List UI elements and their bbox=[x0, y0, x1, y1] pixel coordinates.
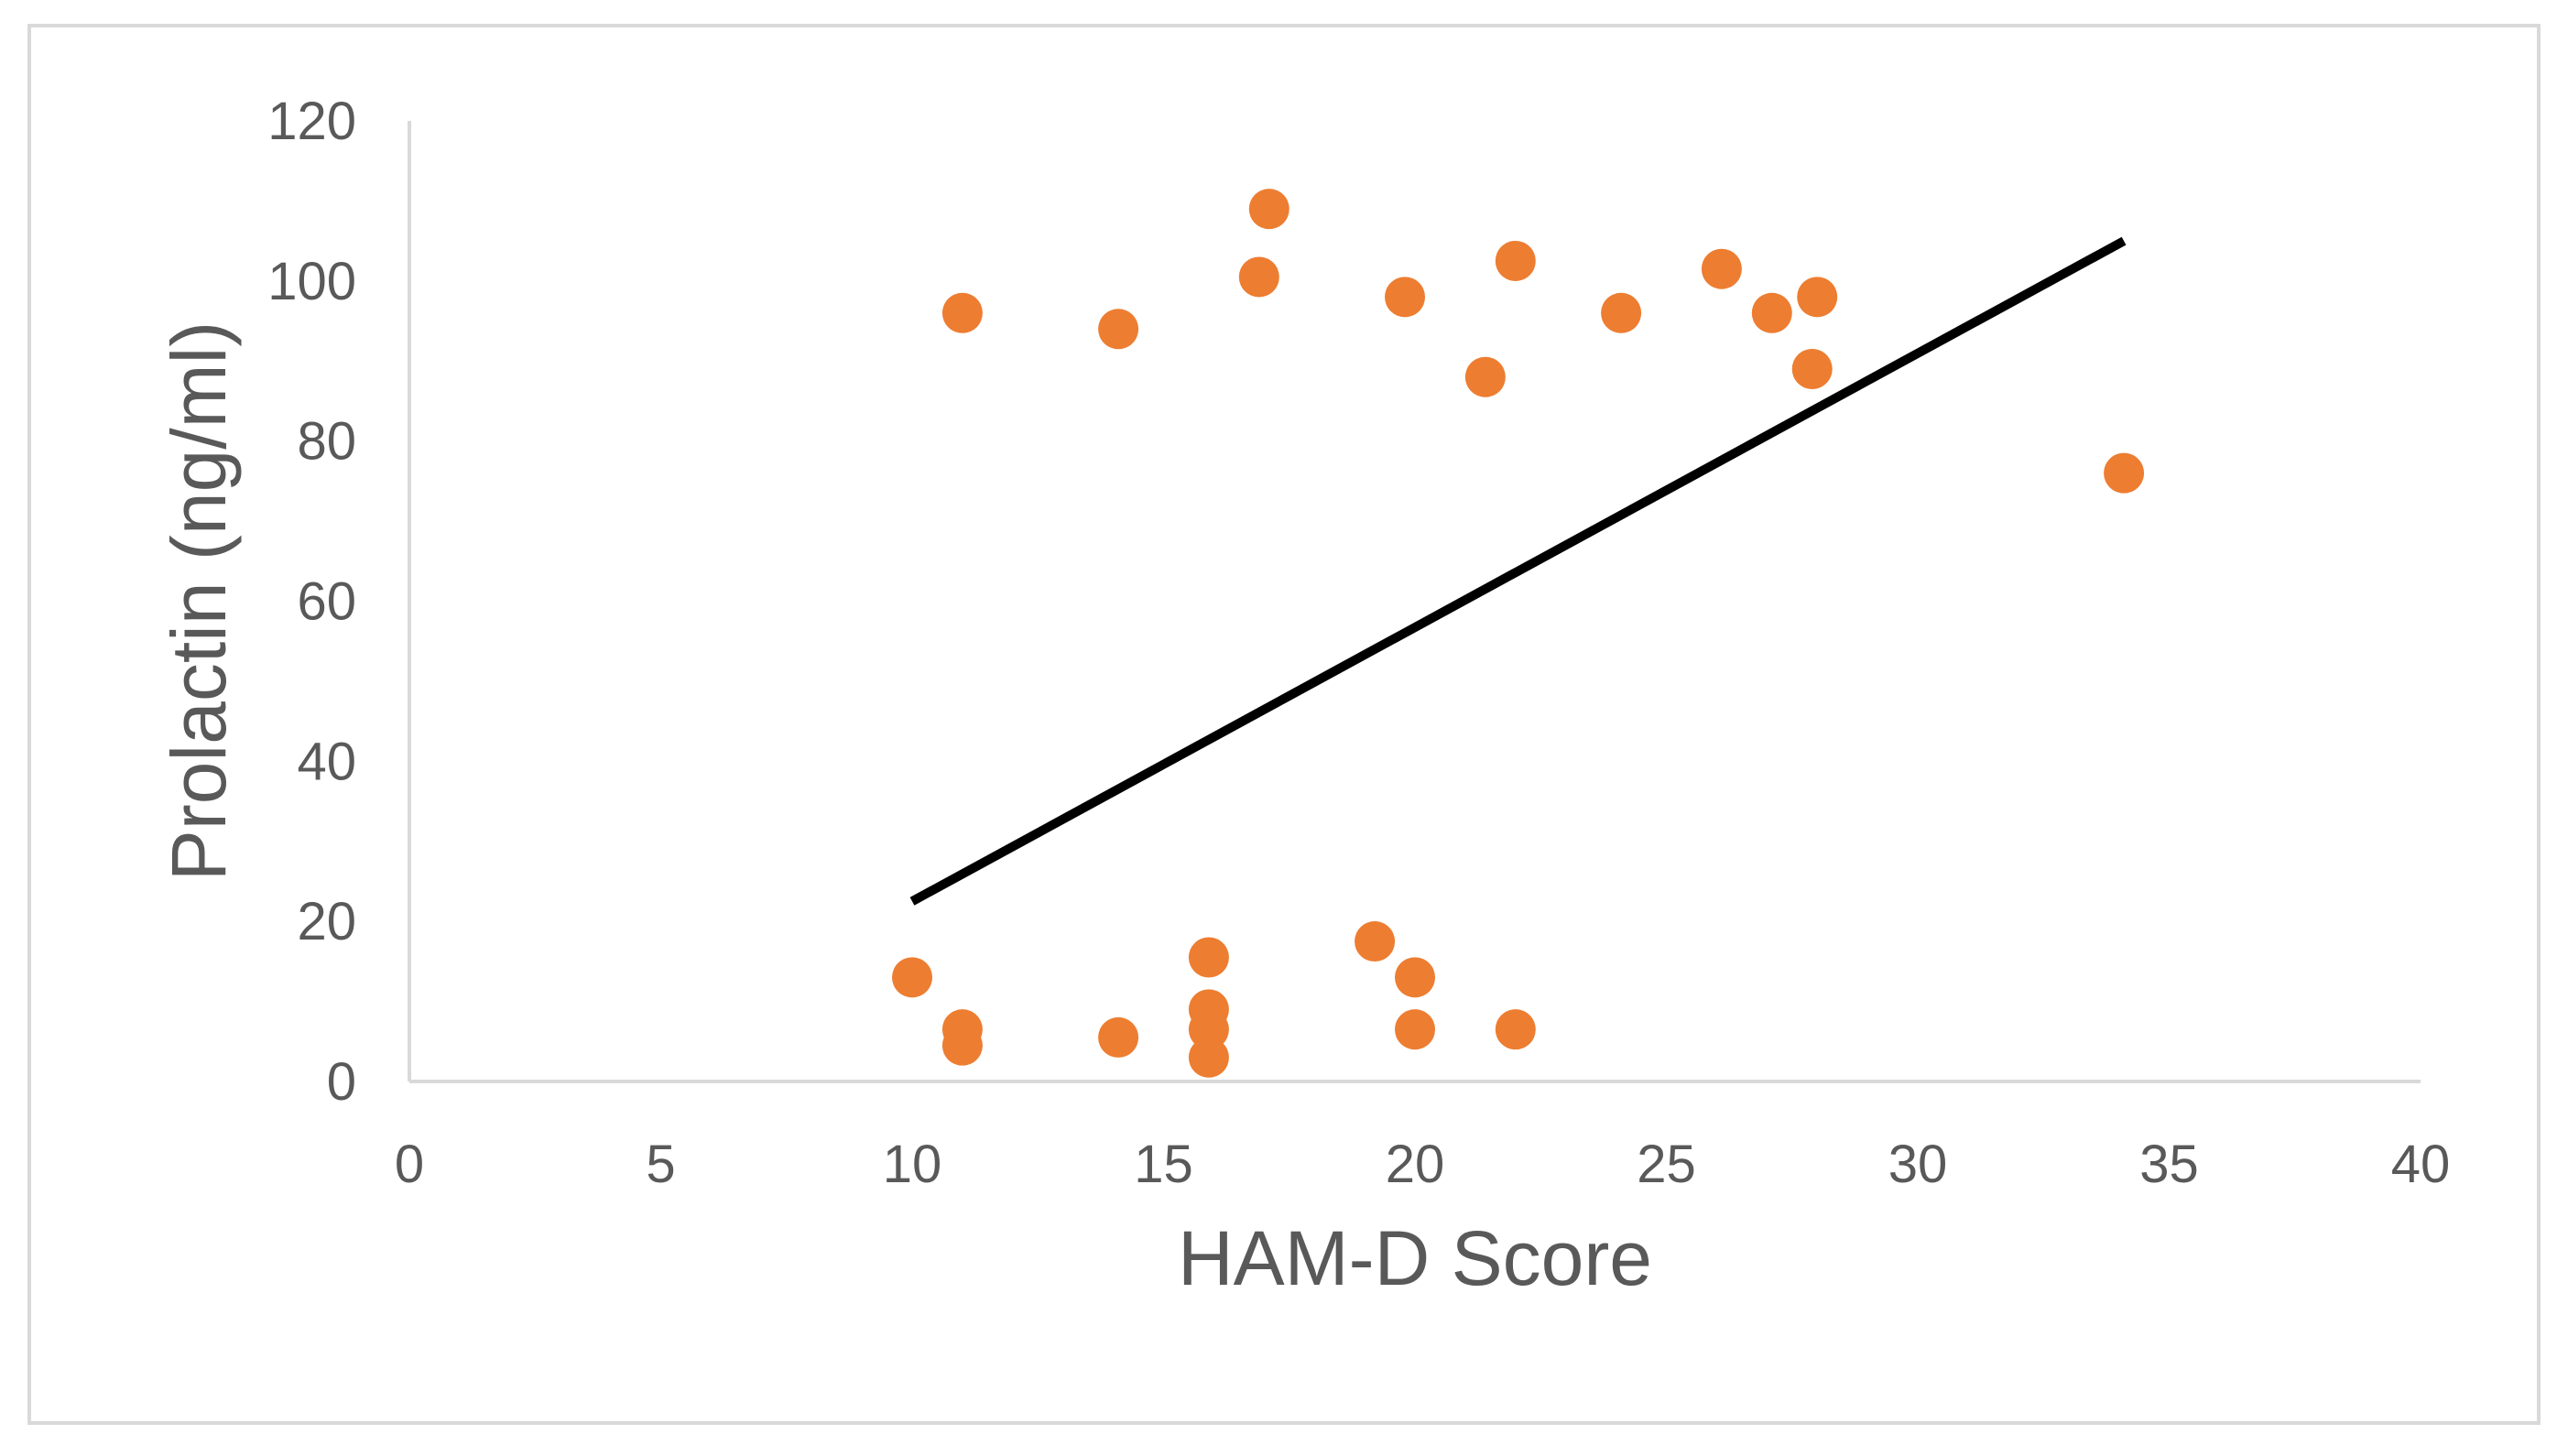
x-tick-label: 0 bbox=[395, 1135, 424, 1194]
x-tick-label: 15 bbox=[1134, 1135, 1193, 1194]
x-tick-label: 40 bbox=[2391, 1135, 2451, 1194]
x-tick-label: 20 bbox=[1386, 1135, 1445, 1194]
y-tick-label: 60 bbox=[297, 572, 356, 632]
x-tick-label: 25 bbox=[1637, 1135, 1696, 1194]
axes bbox=[408, 121, 2421, 1083]
data-point bbox=[941, 292, 983, 333]
x-tick-label: 35 bbox=[2139, 1135, 2199, 1194]
data-point bbox=[1355, 921, 1396, 962]
y-tick-label: 120 bbox=[267, 92, 356, 151]
data-point bbox=[1395, 1009, 1435, 1050]
trendline-layer bbox=[909, 236, 2127, 906]
x-tick-label: 10 bbox=[883, 1135, 942, 1194]
x-axis-title: HAM-D Score bbox=[1178, 1215, 1652, 1301]
scatter-chart: 0 5 10 15 20 25 30 35 40 0 20 40 60 80 100 120 HAM-D Sc… bbox=[156, 92, 2450, 1301]
data-point bbox=[1188, 1009, 1229, 1050]
y-axis-title: Prolactin (ng/ml) bbox=[156, 321, 242, 882]
data-point bbox=[1495, 1009, 1536, 1050]
data-point bbox=[1098, 1016, 1139, 1058]
y-tick-label: 80 bbox=[297, 412, 356, 472]
y-tick-label: 20 bbox=[297, 892, 356, 951]
data-point bbox=[1601, 292, 1642, 333]
y-tick-label: 100 bbox=[267, 252, 356, 311]
trendline bbox=[909, 236, 2127, 906]
data-point bbox=[1395, 957, 1435, 998]
x-tick-label: 30 bbox=[1888, 1135, 1948, 1194]
data-point bbox=[1238, 256, 1279, 298]
data-point bbox=[1701, 248, 1742, 289]
data-points bbox=[892, 189, 2145, 1078]
data-point bbox=[892, 957, 932, 998]
y-tick-label: 0 bbox=[327, 1052, 356, 1112]
data-point bbox=[1248, 189, 1289, 230]
data-point bbox=[1791, 348, 1833, 389]
data-point bbox=[1495, 240, 1536, 281]
chart-frame: 0 5 10 15 20 25 30 35 40 0 20 40 60 80 100 120 HAM-D Sc… bbox=[27, 24, 2541, 1425]
tick-labels: 0 5 10 15 20 25 30 35 40 0 20 40 60 80 100 120 bbox=[267, 92, 2450, 1194]
data-point bbox=[1385, 277, 1426, 318]
data-point bbox=[1464, 356, 1506, 397]
data-point bbox=[1797, 277, 1838, 318]
data-point bbox=[2104, 452, 2145, 494]
y-tick-label: 40 bbox=[297, 732, 356, 791]
data-point bbox=[1188, 1037, 1229, 1078]
data-point bbox=[1751, 292, 1792, 333]
data-point bbox=[1098, 309, 1139, 350]
data-point bbox=[941, 1025, 983, 1066]
data-point bbox=[1188, 937, 1229, 978]
x-tick-label: 5 bbox=[646, 1135, 675, 1194]
